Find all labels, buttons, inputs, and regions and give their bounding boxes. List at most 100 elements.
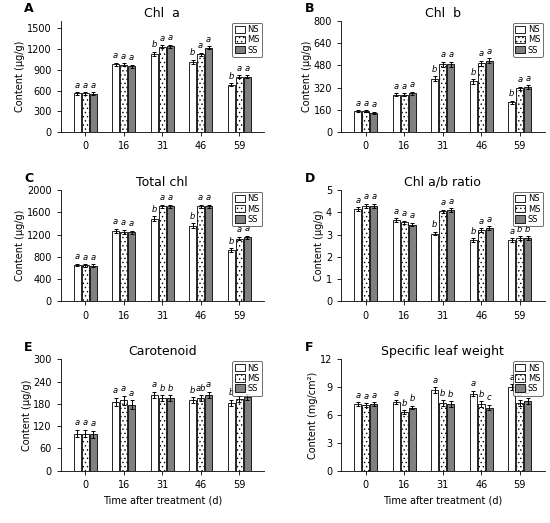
Text: a: a — [91, 253, 96, 262]
Bar — [244, 76, 251, 132]
Title: Carotenoid: Carotenoid — [128, 345, 196, 358]
Text: b: b — [517, 225, 522, 234]
Bar — [393, 402, 400, 471]
Bar — [120, 232, 127, 301]
Text: a: a — [410, 81, 415, 89]
Bar — [370, 206, 377, 301]
Text: b: b — [517, 389, 522, 397]
Text: a: a — [160, 33, 165, 43]
Bar — [401, 412, 408, 471]
Text: b: b — [160, 384, 165, 393]
Text: a: a — [371, 391, 376, 400]
Title: Chl  b: Chl b — [425, 7, 461, 20]
Text: a: a — [129, 219, 134, 228]
Text: a: a — [440, 198, 446, 207]
Bar — [189, 400, 196, 471]
Text: b: b — [448, 390, 454, 399]
Text: a: a — [245, 64, 250, 73]
Text: a: a — [168, 193, 173, 202]
Text: b: b — [228, 389, 234, 397]
Text: E: E — [24, 341, 32, 354]
Bar — [439, 64, 447, 132]
Bar — [370, 113, 377, 132]
Text: B: B — [305, 2, 314, 15]
Text: a: a — [121, 52, 126, 61]
Bar — [478, 230, 485, 301]
Bar — [524, 87, 531, 132]
Bar — [128, 232, 135, 301]
X-axis label: Time after treatment (d): Time after treatment (d) — [383, 495, 503, 505]
Bar — [120, 400, 127, 471]
Text: a: a — [160, 193, 165, 202]
Text: a: a — [113, 218, 118, 226]
Bar — [189, 226, 196, 301]
Bar — [354, 209, 361, 301]
Text: b: b — [190, 386, 195, 395]
Text: ab: ab — [234, 384, 244, 394]
Text: a: a — [478, 217, 484, 226]
Title: Chl  a: Chl a — [144, 7, 180, 20]
Bar — [401, 95, 408, 132]
Bar — [81, 265, 89, 301]
Bar — [74, 93, 81, 132]
Bar — [197, 399, 204, 471]
Text: a: a — [245, 224, 250, 233]
Bar — [447, 210, 454, 301]
Y-axis label: Content (μg/g): Content (μg/g) — [315, 210, 324, 281]
Text: a: a — [440, 50, 446, 59]
Bar — [205, 206, 212, 301]
Text: ab: ab — [195, 384, 206, 393]
Bar — [470, 240, 477, 301]
Text: a: a — [129, 53, 134, 62]
Text: b: b — [151, 204, 157, 213]
Legend: NS, MS, SS: NS, MS, SS — [513, 22, 543, 57]
Text: b: b — [471, 227, 476, 236]
Text: b: b — [440, 389, 446, 397]
Text: D: D — [305, 172, 315, 185]
Text: a: a — [91, 419, 96, 428]
Bar — [167, 47, 174, 132]
Bar — [74, 434, 81, 471]
Text: a: a — [363, 192, 368, 201]
Y-axis label: Content (mg/cm²): Content (mg/cm²) — [309, 371, 318, 459]
Text: a: a — [355, 99, 360, 108]
Text: a: a — [75, 81, 80, 89]
Text: a: a — [75, 418, 80, 427]
Bar — [362, 111, 370, 132]
Text: a: a — [471, 380, 476, 389]
Bar — [478, 63, 485, 132]
Bar — [447, 64, 454, 132]
Bar — [439, 211, 447, 301]
Text: a: a — [487, 215, 492, 224]
Bar — [167, 399, 174, 471]
Bar — [90, 94, 97, 132]
Text: a: a — [198, 41, 204, 50]
Bar — [370, 404, 377, 471]
Bar — [244, 237, 251, 301]
Bar — [516, 88, 524, 132]
Bar — [197, 54, 204, 132]
Text: b: b — [402, 399, 407, 408]
Legend: NS, MS, SS: NS, MS, SS — [232, 192, 262, 226]
Bar — [409, 93, 416, 132]
Text: a: a — [517, 75, 522, 84]
Bar — [228, 403, 235, 471]
Bar — [158, 399, 166, 471]
Text: b: b — [471, 67, 476, 76]
Text: a: a — [509, 227, 514, 236]
Text: a: a — [113, 386, 118, 395]
Bar — [158, 206, 166, 301]
Bar — [235, 76, 243, 132]
Text: a: a — [121, 219, 126, 228]
Legend: NS, MS, SS: NS, MS, SS — [232, 361, 262, 395]
Bar — [431, 78, 438, 132]
Text: A: A — [24, 2, 34, 15]
Bar — [81, 434, 89, 471]
Bar — [81, 93, 89, 132]
Bar — [90, 434, 97, 471]
Text: a: a — [448, 197, 453, 206]
Text: b: b — [168, 384, 173, 393]
Bar — [486, 407, 493, 471]
Text: b: b — [525, 225, 531, 234]
Text: a: a — [113, 51, 118, 60]
